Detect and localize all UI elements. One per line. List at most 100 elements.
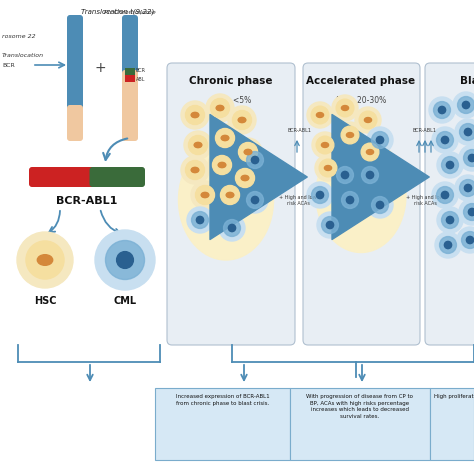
Text: BCR-ABL1: BCR-ABL1 — [288, 128, 312, 133]
Circle shape — [26, 241, 64, 279]
Circle shape — [332, 162, 358, 188]
FancyBboxPatch shape — [430, 388, 474, 460]
Text: rosome 22: rosome 22 — [2, 34, 36, 38]
Circle shape — [437, 187, 454, 203]
Text: BCR-ABL1: BCR-ABL1 — [413, 128, 437, 133]
Text: High proliferation rate: High proliferation rate — [434, 394, 474, 399]
Ellipse shape — [324, 165, 332, 171]
Circle shape — [216, 181, 244, 209]
Circle shape — [455, 119, 474, 145]
Circle shape — [465, 128, 472, 136]
FancyBboxPatch shape — [29, 167, 99, 187]
Circle shape — [232, 110, 252, 129]
Circle shape — [231, 164, 259, 192]
Circle shape — [224, 219, 240, 237]
Text: Increased expression of BCR-ABL1
from chronic phase to blast crisis.: Increased expression of BCR-ABL1 from ch… — [176, 394, 269, 406]
Circle shape — [17, 232, 73, 288]
Ellipse shape — [341, 106, 348, 110]
Text: CML: CML — [113, 296, 137, 306]
Text: ACAs <5%: ACAs <5% — [211, 96, 251, 105]
Text: BCR: BCR — [136, 67, 146, 73]
Circle shape — [376, 137, 383, 144]
Ellipse shape — [321, 143, 328, 147]
Circle shape — [437, 152, 463, 178]
Text: HSC: HSC — [34, 296, 56, 306]
Ellipse shape — [346, 133, 354, 137]
Circle shape — [316, 136, 334, 154]
Circle shape — [228, 224, 236, 232]
Circle shape — [341, 172, 349, 179]
Text: Translocation t(9;22): Translocation t(9;22) — [82, 8, 155, 15]
Circle shape — [251, 196, 259, 204]
Circle shape — [184, 131, 212, 159]
Circle shape — [362, 166, 378, 183]
Circle shape — [236, 168, 255, 188]
Circle shape — [376, 201, 383, 209]
Ellipse shape — [316, 137, 406, 253]
Circle shape — [234, 138, 262, 166]
Circle shape — [95, 230, 155, 290]
Circle shape — [327, 221, 334, 228]
FancyBboxPatch shape — [155, 388, 290, 460]
Ellipse shape — [221, 136, 229, 141]
Text: With progression of disease from CP to
BP, ACAs with high risks percentage
incre: With progression of disease from CP to B… — [307, 394, 413, 419]
Circle shape — [437, 132, 454, 148]
Circle shape — [251, 156, 259, 164]
Text: +: + — [94, 61, 106, 75]
Ellipse shape — [218, 162, 226, 168]
Circle shape — [228, 106, 256, 134]
Circle shape — [210, 99, 229, 118]
Circle shape — [455, 175, 474, 201]
Circle shape — [181, 156, 209, 184]
Text: Blast cri: Blast cri — [460, 76, 474, 86]
Circle shape — [441, 191, 448, 199]
Circle shape — [442, 156, 458, 173]
Circle shape — [246, 152, 264, 168]
Ellipse shape — [191, 167, 199, 173]
Circle shape — [242, 147, 268, 173]
Circle shape — [312, 132, 338, 158]
Circle shape — [316, 191, 324, 199]
Circle shape — [332, 95, 358, 121]
Ellipse shape — [216, 105, 224, 110]
Text: ACAs >7: ACAs >7 — [460, 96, 474, 105]
FancyBboxPatch shape — [290, 388, 430, 460]
Circle shape — [246, 191, 264, 209]
FancyBboxPatch shape — [122, 70, 138, 141]
Ellipse shape — [226, 192, 234, 198]
Circle shape — [191, 211, 209, 228]
Circle shape — [212, 155, 231, 174]
FancyBboxPatch shape — [125, 68, 135, 75]
Circle shape — [457, 97, 474, 113]
Circle shape — [196, 216, 204, 224]
Circle shape — [439, 237, 456, 254]
Circle shape — [429, 97, 455, 123]
Circle shape — [220, 185, 239, 204]
Circle shape — [238, 143, 257, 162]
Text: + High and low
risk ACAs: + High and low risk ACAs — [279, 195, 317, 206]
Circle shape — [346, 196, 354, 204]
Circle shape — [342, 191, 358, 209]
Text: BCR: BCR — [2, 63, 15, 67]
Circle shape — [468, 155, 474, 162]
Circle shape — [457, 227, 474, 253]
Circle shape — [442, 211, 458, 228]
FancyBboxPatch shape — [67, 105, 83, 141]
Text: ABL: ABL — [136, 76, 146, 82]
Circle shape — [432, 182, 458, 208]
Circle shape — [311, 106, 329, 124]
Text: Translocation: Translocation — [2, 53, 44, 57]
Circle shape — [367, 127, 393, 153]
Circle shape — [357, 162, 383, 188]
Circle shape — [441, 137, 448, 144]
Circle shape — [106, 240, 145, 280]
Ellipse shape — [191, 112, 199, 118]
Circle shape — [219, 215, 245, 241]
Circle shape — [195, 185, 215, 204]
Circle shape — [355, 107, 381, 133]
FancyBboxPatch shape — [425, 63, 474, 345]
Ellipse shape — [238, 118, 246, 123]
Circle shape — [435, 232, 461, 258]
Circle shape — [187, 207, 213, 233]
FancyBboxPatch shape — [167, 63, 295, 345]
